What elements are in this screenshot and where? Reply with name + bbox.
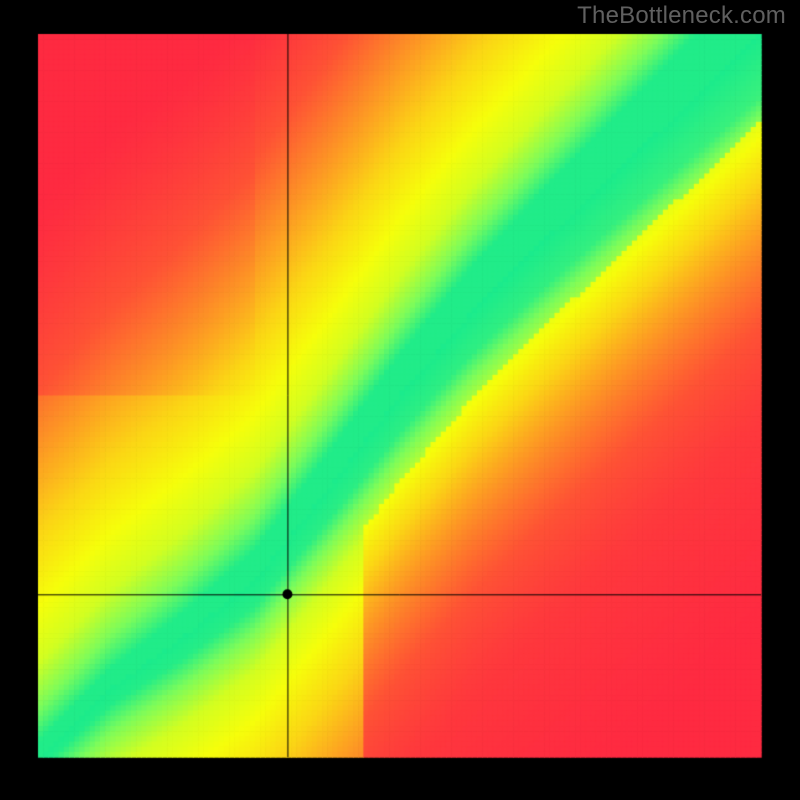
heatmap-plot [0,0,800,800]
watermark-label: TheBottleneck.com [577,2,786,30]
